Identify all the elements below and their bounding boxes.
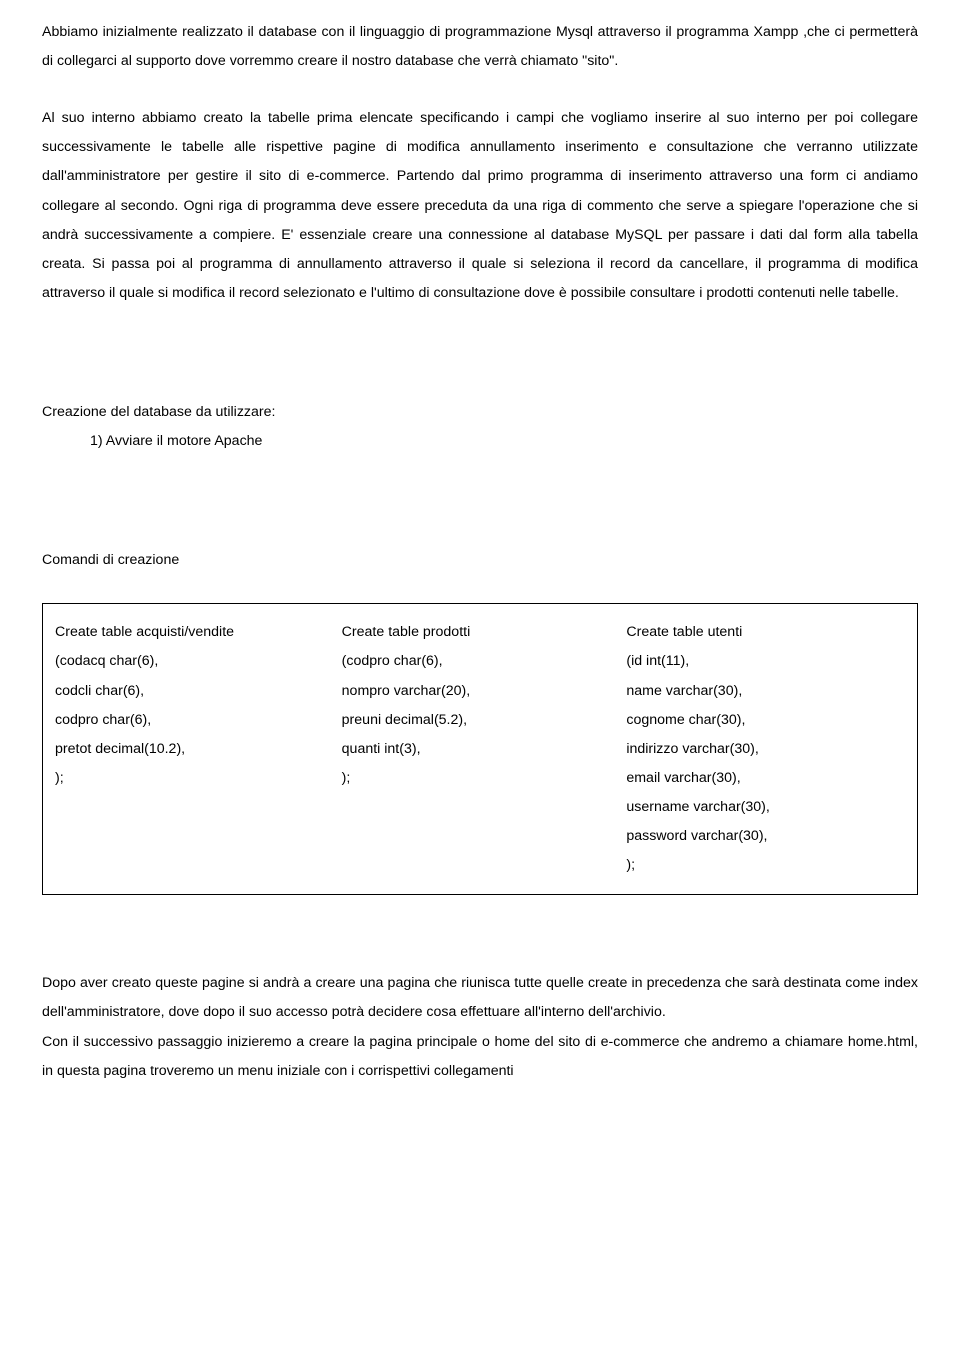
commands-heading: Comandi di creazione — [42, 546, 918, 575]
sql-line: ); — [55, 764, 334, 793]
sql-line: email varchar(30), — [626, 764, 905, 793]
sql-line: Create table acquisti/vendite — [55, 618, 334, 647]
paragraph-after-box-1: Dopo aver creato queste pagine si andrà … — [42, 969, 918, 1027]
sql-line: quanti int(3), — [342, 735, 621, 764]
sql-line: (codpro char(6), — [342, 647, 621, 676]
paragraph-after-box-2: Con il successivo passaggio inizieremo a… — [42, 1028, 918, 1086]
creation-heading: Creazione del database da utilizzare: — [42, 398, 918, 427]
sql-line: nompro varchar(20), — [342, 677, 621, 706]
sql-line: pretot decimal(10.2), — [55, 735, 334, 764]
sql-line: (codacq char(6), — [55, 647, 334, 676]
sql-line: password varchar(30), — [626, 822, 905, 851]
sql-line: ); — [626, 851, 905, 880]
sql-line: username varchar(30), — [626, 793, 905, 822]
paragraph-body: Al suo interno abbiamo creato la tabelle… — [42, 104, 918, 308]
sql-line: codcli char(6), — [55, 677, 334, 706]
sql-line: preuni decimal(5.2), — [342, 706, 621, 735]
sql-line: codpro char(6), — [55, 706, 334, 735]
sql-line: (id int(11), — [626, 647, 905, 676]
sql-line: name varchar(30), — [626, 677, 905, 706]
sql-line: ); — [342, 764, 621, 793]
sql-line: cognome char(30), — [626, 706, 905, 735]
column-utenti: Create table utenti (id int(11), name va… — [620, 618, 905, 880]
column-prodotti: Create table prodotti (codpro char(6), n… — [334, 618, 621, 880]
sql-line: Create table utenti — [626, 618, 905, 647]
paragraph-intro: Abbiamo inizialmente realizzato il datab… — [42, 18, 918, 76]
sql-commands-box: Create table acquisti/vendite (codacq ch… — [42, 603, 918, 895]
column-acquisti: Create table acquisti/vendite (codacq ch… — [55, 618, 334, 880]
sql-line: indirizzo varchar(30), — [626, 735, 905, 764]
creation-step-1: 1) Avviare il motore Apache — [42, 427, 918, 456]
sql-line: Create table prodotti — [342, 618, 621, 647]
